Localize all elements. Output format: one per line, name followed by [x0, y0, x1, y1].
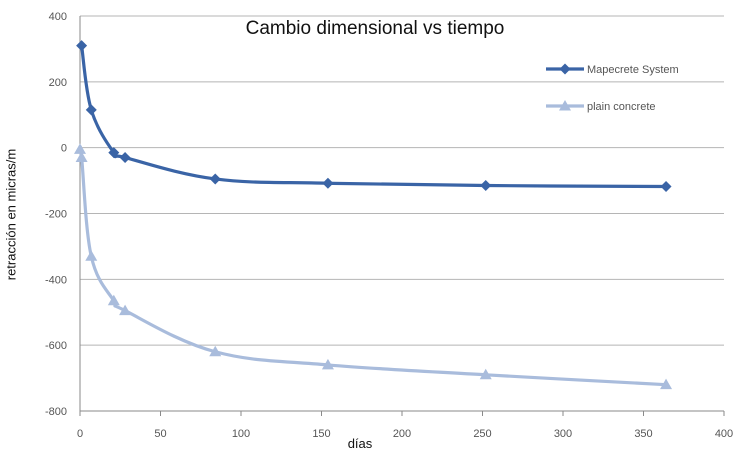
legend: Mapecrete System plain concrete	[546, 63, 679, 113]
data-point-triangle	[119, 304, 132, 316]
x-tick-label: 100	[232, 428, 250, 440]
data-point-triangle	[85, 250, 98, 261]
series-layer	[74, 40, 673, 390]
data-point-triangle	[559, 100, 571, 111]
y-tick-label: 200	[49, 77, 67, 89]
y-tick-label: -400	[45, 274, 67, 286]
data-point-triangle	[660, 378, 673, 390]
data-point-diamond	[322, 177, 334, 189]
data-point-diamond	[85, 104, 97, 116]
legend-label-plain-concrete: plain concrete	[587, 101, 656, 113]
data-point-triangle	[74, 143, 86, 154]
series-line-mapecrete-system	[80, 44, 668, 189]
x-tick-label: 0	[77, 428, 83, 440]
y-tick-label: -600	[45, 340, 67, 352]
data-point-diamond	[108, 147, 120, 159]
chart-title: Cambio dimensional vs tiempo	[245, 18, 505, 39]
x-tick-label: 400	[715, 428, 733, 440]
y-axis-label: retracción en micras/m	[3, 148, 19, 281]
data-point-diamond	[119, 152, 131, 164]
x-axis-label: días	[347, 436, 373, 451]
y-tick-labels: 400 200 0 -200 -400 -600 -800	[45, 11, 67, 418]
x-tick-label: 50	[154, 428, 166, 440]
data-point-triangle	[107, 294, 120, 306]
x-tick-label: 250	[473, 428, 491, 440]
x-tick-labels: 0 50 100 150 200 250 300 350 400	[77, 428, 733, 440]
y-tick-label: 0	[61, 143, 67, 155]
data-point-triangle	[479, 368, 492, 380]
data-point-diamond	[76, 40, 88, 52]
data-point-triangle	[75, 151, 88, 163]
x-tick-label: 350	[634, 428, 652, 440]
legend-label-mapecrete-system: Mapecrete System	[587, 64, 679, 76]
x-tick-label: 300	[554, 428, 572, 440]
data-point-diamond	[559, 63, 571, 75]
y-tick-label: -800	[45, 406, 67, 418]
axes	[79, 16, 725, 416]
data-point-triangle	[209, 345, 222, 357]
y-tick-label: 400	[49, 11, 67, 23]
y-tick-label: -200	[45, 209, 67, 221]
x-tick-label: 150	[312, 428, 330, 440]
data-point-diamond	[660, 181, 672, 193]
x-tick-label: 200	[393, 428, 411, 440]
data-point-diamond	[480, 180, 492, 192]
data-point-triangle	[321, 358, 334, 370]
data-point-diamond	[209, 173, 221, 185]
